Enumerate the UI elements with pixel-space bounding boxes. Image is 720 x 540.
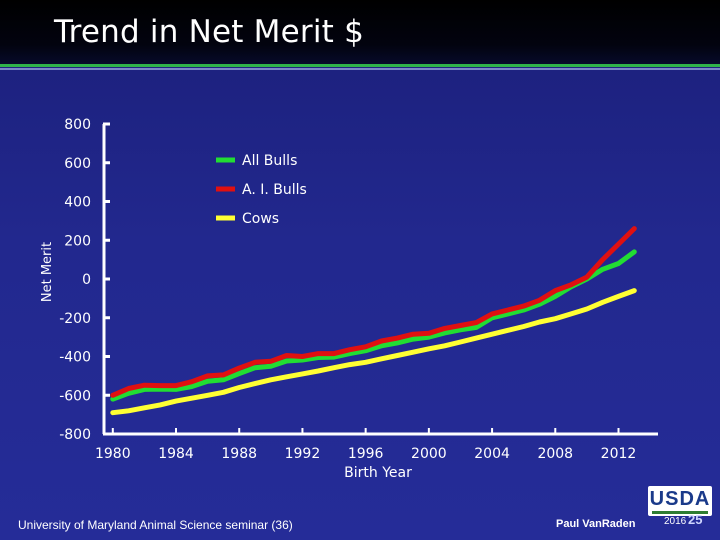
series-line-all-bulls <box>110 249 637 402</box>
footer-author: Paul VanRaden <box>556 518 636 530</box>
legend-label-cows: Cows <box>242 211 279 227</box>
y-tick-label: -600 <box>59 388 91 404</box>
y-tick-label: -200 <box>59 311 91 327</box>
slide-number: 25 <box>688 512 703 527</box>
header-rule-blue <box>0 68 720 70</box>
y-tick-label: 800 <box>64 117 91 133</box>
y-tick-label: 400 <box>64 195 91 211</box>
usda-logo-bar <box>652 511 708 514</box>
y-axis-title: Net Merit <box>40 242 55 302</box>
y-tick-label: -400 <box>59 350 91 366</box>
x-tick-label: 1984 <box>158 446 194 462</box>
series-line-cows <box>110 288 637 416</box>
y-tick-label: 600 <box>64 156 91 172</box>
slide-title: Trend in Net Merit $ <box>54 14 364 50</box>
x-tick-label: 2012 <box>601 446 637 462</box>
x-tick-label: 2008 <box>537 446 573 462</box>
header-band: Trend in Net Merit $ <box>0 0 720 64</box>
usda-logo: USDA <box>648 486 712 516</box>
footer-seminar: University of Maryland Animal Science se… <box>18 518 293 532</box>
x-tick-label: 2004 <box>474 446 510 462</box>
usda-logo-text: USDA <box>649 488 711 510</box>
x-axis-title: Birth Year <box>344 465 412 481</box>
x-tick-label: 1996 <box>348 446 384 462</box>
header-rule-green <box>0 64 720 67</box>
legend-label-all-bulls: All Bulls <box>242 153 297 169</box>
legend-label-a-i-bulls: A. I. Bulls <box>242 182 307 198</box>
x-tick-label: 1992 <box>285 446 321 462</box>
y-tick-label: 0 <box>82 272 91 288</box>
x-tick-label: 1988 <box>221 446 257 462</box>
y-tick-label: 200 <box>64 233 91 249</box>
x-tick-label: 2000 <box>411 446 447 462</box>
year-badge: 2016 <box>664 516 687 527</box>
y-tick-label: -800 <box>59 427 91 443</box>
series-line-a-i-bulls <box>110 226 637 398</box>
x-tick-label: 1980 <box>95 446 131 462</box>
